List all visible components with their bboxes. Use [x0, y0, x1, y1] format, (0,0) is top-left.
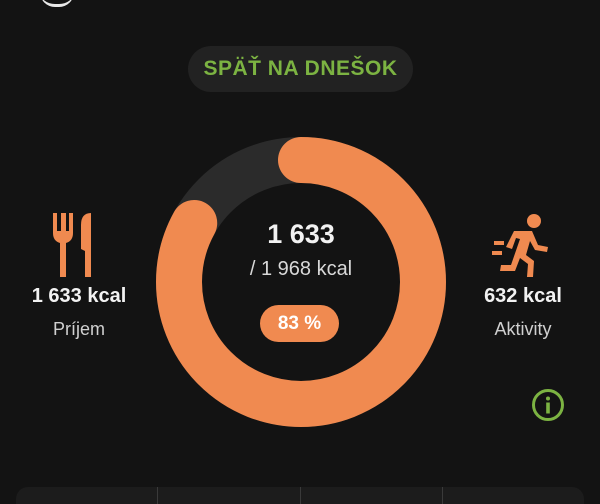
progress-percent-badge: 83 %	[260, 305, 339, 342]
bottom-tab[interactable]	[158, 487, 301, 504]
running-person-icon	[458, 205, 588, 279]
progress-ring-graphic	[156, 137, 446, 427]
bottom-tab-bar	[16, 487, 584, 504]
activity-summary[interactable]: 632 kcal Aktivity	[458, 205, 588, 340]
activity-value: 632 kcal	[484, 285, 562, 307]
bottom-tab[interactable]	[16, 487, 159, 504]
intake-value: 1 633 kcal	[31, 285, 127, 307]
bottom-tab[interactable]	[443, 487, 584, 504]
info-icon[interactable]	[531, 388, 565, 422]
intake-label: Príjem	[52, 319, 105, 339]
activity-label: Aktivity	[494, 319, 552, 339]
ring-progress	[156, 137, 446, 427]
consumed-calories-value: 1 633	[267, 219, 335, 249]
bottom-tab[interactable]	[301, 487, 443, 504]
fork-knife-icon	[14, 205, 144, 279]
calorie-goal-text: / 1 968 kcal	[249, 258, 353, 280]
calorie-progress-ring: 1 633 / 1 968 kcal 83 %	[156, 137, 446, 427]
avatar[interactable]	[40, 0, 74, 7]
intake-summary[interactable]: 1 633 kcal Príjem	[14, 205, 144, 340]
back-to-today-button[interactable]: SPÄŤ NA DNEŠOK	[188, 46, 413, 92]
